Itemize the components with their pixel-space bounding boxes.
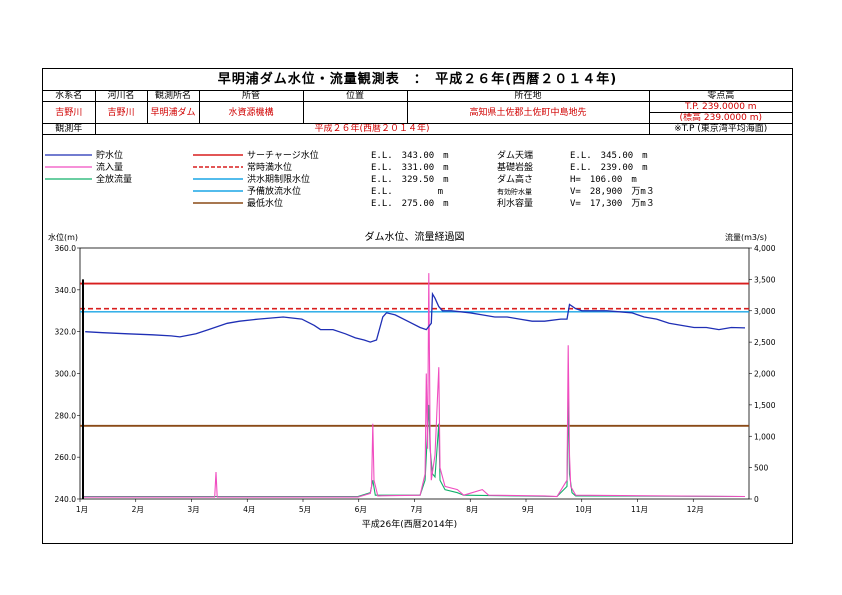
y2-axis-label: 流量(m3/s) (725, 232, 767, 242)
legend-level-label: サーチャージ水位 (247, 149, 319, 161)
legend-level-label: 洪水期制限水位 (247, 173, 310, 185)
legend-series-label: 全放流量 (96, 173, 132, 185)
inflow-series (84, 273, 746, 498)
x-tick-label: 4月 (243, 505, 255, 514)
spec-value: V= 28,900 万m３ (570, 187, 655, 197)
datum-note: ※T.P (東京湾平均海面) (648, 123, 792, 135)
y-axis-label: 水位(m) (48, 232, 78, 242)
y2-tick-label: 3,500 (754, 275, 776, 284)
x-tick-label: 11月 (631, 505, 648, 514)
legend-level-value: E.L. 329.50 m (371, 175, 449, 185)
x-tick-label: 7月 (410, 505, 422, 514)
legend-level-value: E.L. 343.00 m (371, 151, 449, 161)
station-info-table: 水系名 河川名 観測所名 所管 位置 所在地 零点高 吉野川 吉野川 早明浦ダム… (43, 91, 792, 135)
legend-series-label: 貯水位 (96, 149, 123, 161)
spec-name: ダム高さ (497, 173, 533, 185)
legend-series-label: 流入量 (96, 161, 123, 173)
x-tick-label: 9月 (522, 505, 534, 514)
report-frame: 早明浦ダム水位・流量観測表 ： 平成２６年(西暦２０１４年) 水系名 河川名 観… (42, 68, 793, 544)
y2-tick-label: 1,000 (754, 432, 776, 441)
spec-name: 利水容量 (497, 197, 533, 209)
x-tick-label: 10月 (575, 505, 592, 514)
report-title: 早明浦ダム水位・流量観測表 ： 平成２６年(西暦２０１４年) (43, 69, 792, 91)
spec-value: H= 106.00 m (570, 175, 637, 185)
outflow-series (84, 398, 746, 498)
legend-level-label: 常時満水位 (247, 161, 292, 173)
y-tick-label: 360.0 (55, 244, 77, 253)
info-year-row: 観測年 平成２６年(西暦２０１４年) ※T.P (東京湾平均海面) (43, 123, 792, 135)
x-tick-label: 8月 (466, 505, 478, 514)
y2-tick-label: 3,000 (754, 307, 776, 316)
y-tick-label: 280.0 (55, 411, 77, 420)
y-tick-label: 300.0 (55, 370, 77, 379)
x-tick-label: 6月 (355, 505, 367, 514)
spec-value: E.L. 239.00 m (570, 163, 648, 173)
spec-name: ダム天端 (497, 149, 533, 161)
legend-level-value: E.L. 331.00 m (371, 163, 449, 173)
x-tick-label: 3月 (187, 505, 199, 514)
x-axis-label: 平成26年(西暦2014年) (362, 518, 457, 530)
y2-tick-label: 1,500 (754, 401, 776, 410)
spec-name: 基礎岩盤 (497, 161, 533, 173)
y-tick-label: 340.0 (55, 286, 77, 295)
y-tick-label: 240.0 (55, 495, 77, 504)
x-tick-label: 5月 (299, 505, 311, 514)
y-tick-label: 260.0 (55, 453, 77, 462)
info-value-row: 吉野川 吉野川 早明浦ダム 水資源機構 高知県土佐郡土佐町中島地先 T.P. 2… (43, 101, 792, 124)
legend-level-value: E.L. 275.00 m (371, 199, 449, 209)
chart-title: ダム水位、流量経過図 (365, 230, 465, 243)
spec-name: 有効貯水量 (497, 187, 532, 196)
y2-tick-label: 2,500 (754, 338, 776, 347)
spec-value: V= 17,300 万m３ (570, 199, 655, 209)
x-tick-label: 2月 (132, 505, 144, 514)
water-level-series (85, 291, 746, 343)
y2-tick-label: 500 (754, 464, 769, 473)
y2-tick-label: 2,000 (754, 370, 776, 379)
x-tick-label: 1月 (76, 505, 88, 514)
y2-tick-label: 0 (754, 495, 759, 504)
plot-border (79, 247, 750, 500)
x-tick-label: 12月 (687, 505, 704, 514)
y-tick-label: 320.0 (55, 328, 77, 337)
spec-value: E.L. 345.00 m (570, 151, 648, 161)
legend-level-label: 最低水位 (247, 197, 283, 209)
y2-tick-label: 4,000 (754, 244, 776, 253)
legend-level-label: 予備放流水位 (247, 185, 301, 197)
legend-level-value: E.L. m (371, 187, 443, 197)
